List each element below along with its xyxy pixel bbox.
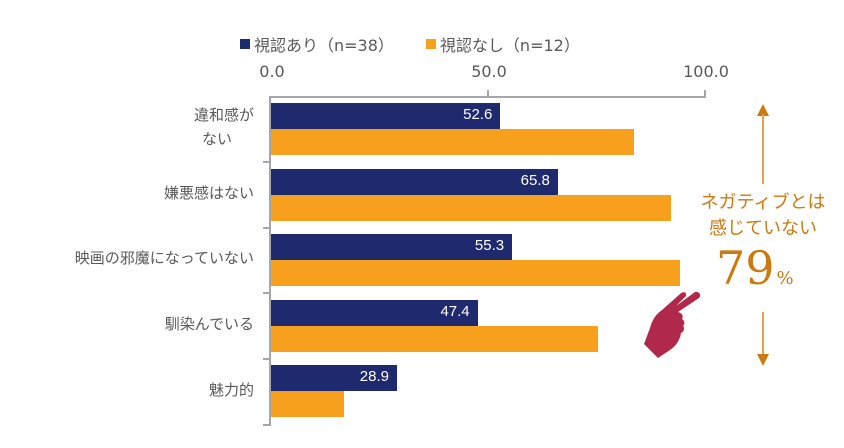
y-axis-tick [263,424,270,426]
x-axis-tick [487,90,489,96]
legend-swatch-orange [425,39,436,49]
category-label: 嫌悪感はない [163,184,254,202]
category-label: 違和感が ない [194,103,254,151]
arrow-line [762,114,764,184]
bar-value-label: 52.6 [463,106,493,123]
bar-value-label: 28.9 [359,368,389,386]
annotation-line: 感じていない [709,218,817,239]
category-label-line: ない [201,130,232,148]
bar-not-seen [271,129,635,155]
arrow-up-icon [757,104,769,116]
pointing-hand-icon [644,291,701,358]
bar-not-seen [271,391,344,418]
x-axis-line [269,96,706,98]
y-axis-tick [263,358,270,360]
legend-label: 視認なし（n=12） [439,36,580,55]
annotation-line: ネガティブとは [700,192,826,213]
x-tick-label: 100.0 [683,62,729,81]
annotation-text: ネガティブとは 感じていない [688,190,838,242]
bar-not-seen [271,325,598,352]
x-axis-tick [704,90,706,96]
bar-value-label: 65.8 [520,171,550,189]
legend-item-seen: 視認あり（n=38） [240,32,394,56]
bar-value-label: 47.4 [440,302,470,320]
bar-seen: 47.4 [271,299,478,326]
legend: 視認あり（n=38） 視認なし（n=12） [240,32,580,56]
annotation-number: 79 [716,241,775,295]
bar-seen: 28.9 [271,365,397,392]
bar-not-seen [271,194,671,221]
bar-value-label: 55.3 [474,237,505,255]
bar-seen: 55.3 [271,234,513,261]
legend-label: 視認あり（n=38） [254,36,394,55]
x-tick-label: 0.0 [259,62,285,81]
arrow-down-icon [757,354,769,366]
category-label: 馴染んでいる [164,315,254,333]
legend-item-not-seen: 視認なし（n=12） [425,32,580,56]
arrow-line [762,312,764,356]
legend-swatch-navy [240,39,250,49]
y-axis-tick [263,161,270,163]
annotation-value: 79% [716,240,794,307]
category-label-line: 違和感が [193,106,254,124]
y-axis-line [269,96,271,426]
bar-seen: 52.6 [271,103,501,129]
y-axis-tick [263,227,270,229]
category-label: 映画の邪魔になっていない [74,249,254,267]
y-axis-tick [263,292,270,294]
bar-seen: 65.8 [271,168,558,195]
annotation-unit: % [776,268,794,289]
bar-not-seen [271,260,680,287]
x-tick-label: 50.0 [471,62,507,81]
category-label: 魅力的 [208,381,254,399]
